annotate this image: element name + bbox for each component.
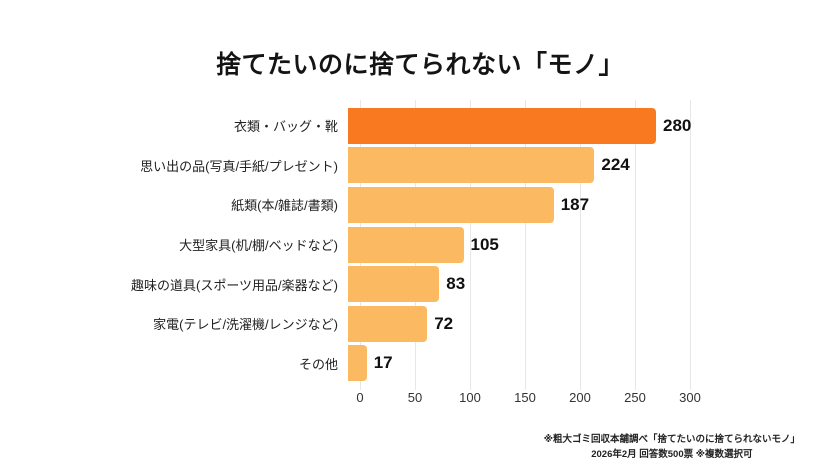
source-note-line1: ※粗大ゴミ回収本舗調べ「捨てたいのに捨てられないモノ」 — [543, 434, 800, 445]
value-label: 72 — [434, 313, 454, 333]
bar-row: 大型家具(机/棚/ベッドなど) 105 — [0, 225, 840, 265]
source-note-line2: 2026年2月 回答数500票 ※複数選択可 — [591, 448, 753, 460]
source-note: ※粗大ゴミ回収本舗調べ「捨てたいのに捨てられないモノ」 2026年2月 回答数5… — [544, 433, 800, 462]
gridline — [635, 100, 636, 390]
category-label: その他 — [298, 356, 338, 372]
value-label: 187 — [560, 194, 590, 214]
gridline — [690, 100, 691, 390]
x-tick-label: 100 — [459, 390, 481, 405]
bar-row: 思い出の品(写真/手紙/プレゼント) 224 — [0, 146, 840, 186]
bar — [348, 107, 656, 144]
bar-row: 衣類・バッグ・靴 280 — [0, 106, 840, 146]
category-label: 思い出の品(写真/手紙/プレゼント) — [140, 158, 338, 174]
x-tick-label: 0 — [356, 390, 364, 405]
x-tick-label: 300 — [679, 390, 701, 405]
category-label: 紙類(本/雑誌/書類) — [231, 198, 338, 214]
bar-chart: 衣類・バッグ・靴 280 思い出の品(写真/手紙/プレゼント) 224 紙類(本/雑誌/… — [0, 106, 840, 383]
x-tick-label: 50 — [407, 390, 423, 405]
value-label: 280 — [663, 115, 692, 135]
x-tick-label: 250 — [624, 390, 646, 405]
gridline — [525, 100, 526, 390]
chart-title: 捨てたいのに捨てられない「モノ」 — [215, 50, 624, 79]
bar-row: その他 17 — [0, 344, 840, 384]
gridline — [470, 100, 471, 390]
bar — [348, 226, 464, 263]
bar-row: 紙類(本/雑誌/書類) 187 — [0, 185, 840, 225]
value-label: 17 — [373, 353, 393, 373]
category-label: 大型家具(机/棚/ベッドなど) — [179, 238, 338, 254]
value-label: 105 — [470, 234, 499, 254]
bar-row: 家電(テレビ/洗濯機/レンジなど) 72 — [0, 304, 840, 344]
category-label: 衣類・バッグ・靴 — [233, 119, 338, 135]
x-axis: 0 50 100 150 200 250 300 — [356, 390, 700, 406]
x-tick-label: 200 — [569, 390, 591, 405]
bar-row: 趣味の道具(スポーツ用品/楽器など) 83 — [0, 264, 840, 304]
bar — [348, 266, 440, 303]
bar — [348, 147, 595, 184]
value-label: 224 — [601, 155, 630, 175]
value-label: 83 — [446, 274, 466, 294]
gridline — [580, 100, 581, 390]
bar — [348, 305, 428, 342]
category-label: 趣味の道具(スポーツ用品/楽器など) — [130, 277, 338, 293]
x-tick-label: 150 — [514, 390, 536, 405]
bar — [348, 345, 367, 382]
category-label: 家電(テレビ/洗濯機/レンジなど) — [153, 317, 338, 333]
bar — [348, 186, 554, 223]
